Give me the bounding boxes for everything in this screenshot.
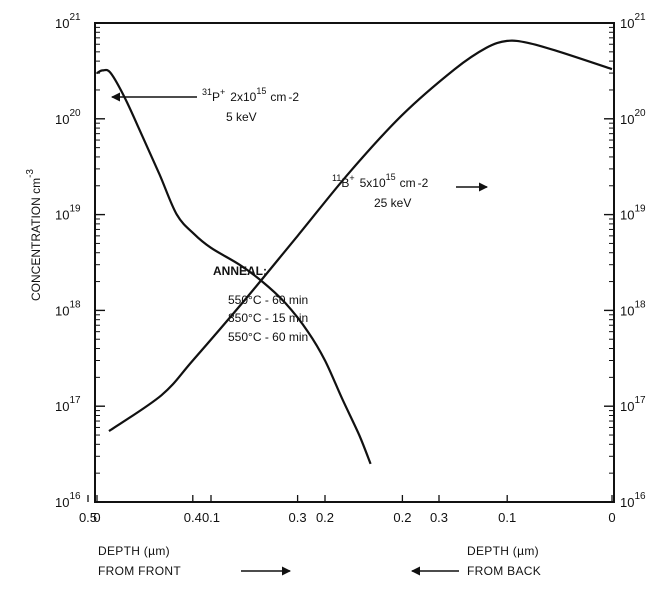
y-tick-label: 1019 (620, 204, 646, 223)
x-front-tick-label: 0.1 (202, 510, 220, 525)
plot-frame (94, 22, 615, 503)
y-axis-label: CONCENTRATION cm-3 (25, 169, 43, 301)
y-tick-base: 10 (620, 208, 634, 223)
phosphorus-implant-label: 31P+ 2x1015 cm -2 (202, 86, 299, 104)
y-tick-exponent: 19 (634, 204, 646, 215)
y-tick-exponent: 21 (69, 12, 81, 23)
y-tick-exponent: 20 (69, 108, 81, 119)
phosphorus-energy-label: 5 keV (226, 110, 257, 124)
boron-profile-line (108, 39, 613, 433)
y-tick-base: 10 (620, 16, 634, 31)
front-depth-label: FROM FRONT (98, 564, 181, 578)
y-tick-exponent: 17 (69, 395, 81, 406)
boron-species: B (341, 176, 349, 190)
boron-mass-number: 11 (332, 173, 341, 183)
y-axis-label-exponent: -3 (25, 169, 36, 178)
phosphorus-species: P (212, 90, 220, 104)
y-tick-exponent: 20 (634, 108, 646, 119)
boron-implant-label: 11B+ 5x1015 cm -2 (332, 172, 429, 190)
y-tick-label: 1021 (55, 12, 81, 31)
x-front-tick-label: 0.3 (430, 510, 448, 525)
x-back-tick-label: 0.4 (184, 510, 202, 525)
boron-dose: 5x10 (360, 176, 386, 190)
boron-dose-unit-exponent: -2 (418, 176, 429, 190)
y-tick-label: 1018 (55, 299, 81, 318)
y-tick-label: 1016 (55, 491, 81, 510)
x-front-tick-label: 0 (93, 510, 100, 525)
y-tick-label: 1019 (55, 204, 81, 223)
boron-energy-label: 25 keV (374, 196, 411, 210)
y-tick-label: 1021 (620, 12, 646, 31)
y-tick-base: 10 (55, 16, 69, 31)
y-tick-exponent: 19 (69, 204, 81, 215)
y-tick-base: 10 (55, 208, 69, 223)
phosphorus-profile-line (96, 68, 372, 465)
y-tick-exponent: 16 (69, 491, 81, 502)
phosphorus-dose-unit: cm (270, 90, 286, 104)
anneal-step: 550°C - 60 min (228, 293, 308, 307)
y-tick-base: 10 (55, 112, 69, 127)
y-tick-base: 10 (620, 399, 634, 414)
x-back-tick-label: 0.2 (393, 510, 411, 525)
x-back-tick-label: 0.1 (498, 510, 516, 525)
y-tick-exponent: 17 (634, 395, 646, 406)
x-front-tick-label: 0.2 (316, 510, 334, 525)
y-tick-base: 10 (55, 495, 69, 510)
y-tick-exponent: 21 (634, 12, 646, 23)
y-tick-base: 10 (55, 303, 69, 318)
boron-dose-exponent: 15 (386, 172, 396, 182)
y-tick-exponent: 18 (634, 299, 646, 310)
y-tick-base: 10 (620, 495, 634, 510)
y-tick-exponent: 16 (634, 491, 646, 502)
boron-charge: + (349, 173, 354, 183)
anneal-title: ANNEAL: (213, 264, 267, 278)
y-tick-exponent: 18 (69, 299, 81, 310)
tick-marks (87, 22, 614, 503)
y-tick-label: 1020 (55, 108, 81, 127)
y-tick-base: 10 (55, 399, 69, 414)
back-depth-label: FROM BACK (467, 564, 541, 578)
y-tick-label: 1016 (620, 491, 646, 510)
anneal-step: 850°C - 15 min (228, 311, 308, 325)
phosphorus-charge: + (220, 87, 225, 97)
phosphorus-dose: 2x10 (230, 90, 256, 104)
front-depth-label: DEPTH (µm) (98, 544, 170, 558)
phosphorus-mass-number: 31 (202, 87, 212, 97)
anneal-step: 550°C - 60 min (228, 330, 308, 344)
y-tick-base: 10 (620, 303, 634, 318)
x-tick-labels: 0 0.1 0.2 0.3 0.5 0.4 0.3 0.2 0.1 0 (79, 510, 616, 525)
x-back-tick-label: 0.5 (79, 510, 97, 525)
x-back-tick-label: 0.3 (289, 510, 307, 525)
back-depth-label: DEPTH (µm) (467, 544, 539, 558)
y-tick-label: 1018 (620, 299, 646, 318)
y-tick-label: 1017 (55, 395, 81, 414)
x-back-tick-label: 0 (608, 510, 615, 525)
y-tick-base: 10 (620, 112, 634, 127)
y-tick-label: 1017 (620, 395, 646, 414)
y-axis-label-text: CONCENTRATION cm (29, 178, 43, 301)
phosphorus-dose-exponent: 15 (256, 86, 266, 96)
boron-dose-unit: cm (400, 176, 416, 190)
phosphorus-dose-unit-exponent: -2 (288, 90, 299, 104)
y-tick-label: 1020 (620, 108, 646, 127)
